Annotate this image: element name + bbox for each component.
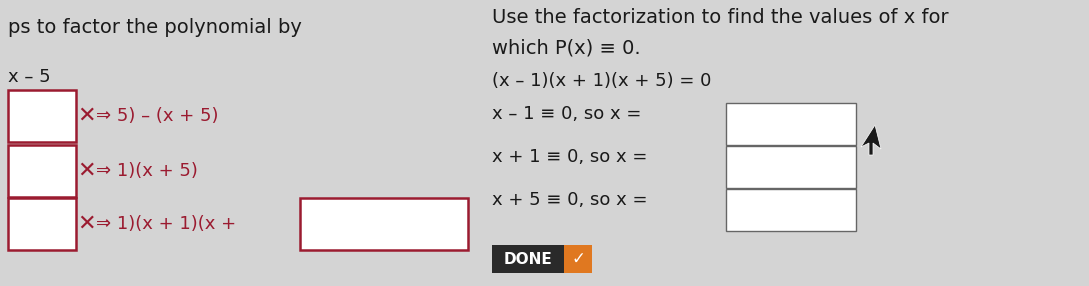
FancyBboxPatch shape xyxy=(8,145,76,197)
Polygon shape xyxy=(861,125,881,155)
FancyBboxPatch shape xyxy=(726,103,856,145)
FancyBboxPatch shape xyxy=(8,198,76,250)
FancyBboxPatch shape xyxy=(564,245,592,273)
Text: ⇒ 1)(x + 5): ⇒ 1)(x + 5) xyxy=(96,162,198,180)
Text: ✕: ✕ xyxy=(76,214,96,234)
Text: Use the factorization to find the values of x for: Use the factorization to find the values… xyxy=(492,8,949,27)
Text: ✕: ✕ xyxy=(76,106,96,126)
Text: ✓: ✓ xyxy=(571,250,585,268)
Text: which P(x) ≡ 0.: which P(x) ≡ 0. xyxy=(492,38,640,57)
Text: DONE: DONE xyxy=(503,251,552,267)
Text: x – 1 ≡ 0, so x =: x – 1 ≡ 0, so x = xyxy=(492,105,641,123)
Text: ✕: ✕ xyxy=(76,161,96,181)
Text: x + 5 ≡ 0, so x =: x + 5 ≡ 0, so x = xyxy=(492,191,648,209)
FancyBboxPatch shape xyxy=(726,146,856,188)
Text: ⇒ 5) – (x + 5): ⇒ 5) – (x + 5) xyxy=(96,107,219,125)
Text: ⇒ 1)(x + 1)(x +: ⇒ 1)(x + 1)(x + xyxy=(96,215,236,233)
Text: (x – 1)(x + 1)(x + 5) = 0: (x – 1)(x + 1)(x + 5) = 0 xyxy=(492,72,711,90)
FancyBboxPatch shape xyxy=(726,189,856,231)
FancyBboxPatch shape xyxy=(8,90,76,142)
Text: x + 1 ≡ 0, so x =: x + 1 ≡ 0, so x = xyxy=(492,148,647,166)
FancyBboxPatch shape xyxy=(299,198,468,250)
Text: x – 5: x – 5 xyxy=(8,68,50,86)
Text: ps to factor the polynomial by: ps to factor the polynomial by xyxy=(8,18,302,37)
FancyBboxPatch shape xyxy=(492,245,564,273)
